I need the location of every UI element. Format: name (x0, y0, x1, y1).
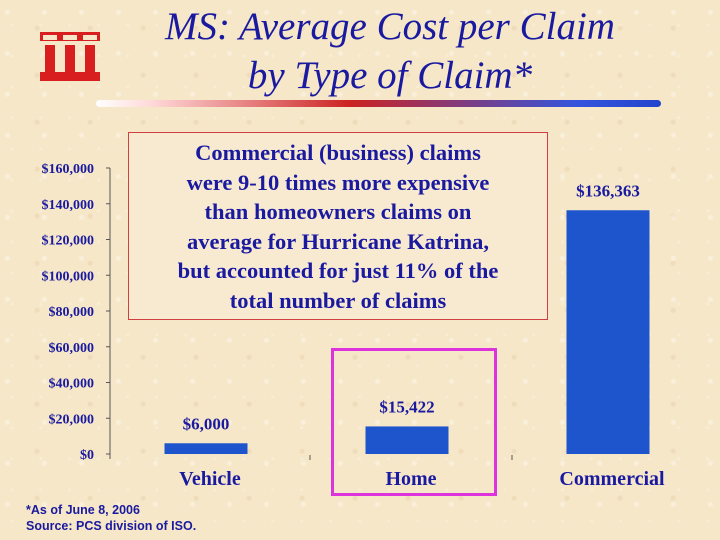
category-label-vehicle: Vehicle (179, 468, 241, 490)
data-label-vehicle: $6,000 (183, 414, 230, 433)
y-tick-label: $80,000 (49, 305, 95, 320)
bar-vehicle (164, 443, 248, 454)
callout-line: than homeowners claims on (204, 199, 472, 224)
title-line-2: by Type of Claim* (247, 54, 533, 97)
bar-commercial (566, 210, 650, 454)
footnote-date: *As of June 8, 2006 (26, 503, 140, 517)
category-label-commercial: Commercial (559, 468, 665, 490)
home-highlight-box (331, 348, 497, 496)
callout-box: Commercial (business) claims were 9-10 t… (128, 132, 548, 320)
y-tick-label: $20,000 (49, 412, 95, 427)
data-label-home: $15,422 (379, 397, 434, 416)
y-tick-label: $160,000 (42, 162, 95, 177)
bar-home (365, 426, 449, 454)
category-label-home: Home (385, 468, 436, 490)
callout-line: were 9-10 times more expensive (186, 169, 490, 195)
y-tick-label: $140,000 (42, 198, 95, 213)
title-underline (96, 100, 661, 107)
y-tick-label: $100,000 (42, 269, 95, 284)
data-labels: $6,000 $15,422 $136,363 (183, 181, 640, 433)
slide-title: MS: Average Cost per Claim by Type of Cl… (110, 2, 670, 100)
callout-line: Commercial (business) claims (195, 140, 481, 165)
y-axis-ticks: $0 $20,000 $40,000 $60,000 $80,000 $100,000 $1… (42, 162, 110, 463)
y-tick-label: $60,000 (49, 341, 95, 356)
title-line-1: MS: Average Cost per Claim (165, 5, 615, 48)
data-label-commercial: $136,363 (576, 181, 640, 200)
category-labels: Vehicle Home Commercial (179, 468, 665, 490)
y-tick-label: $0 (80, 448, 94, 463)
footnote: *As of June 8, 2006 Source: PCS division… (26, 502, 196, 534)
footnote-source: Source: PCS division of ISO. (26, 519, 197, 533)
iii-logo (40, 32, 100, 81)
y-tick-label: $120,000 (42, 234, 95, 249)
callout-line: average for Hurricane Katrina, (186, 228, 489, 254)
x-axis-separators (309, 455, 513, 460)
callout-line: total number of claims (229, 287, 447, 313)
y-tick-label: $40,000 (49, 377, 95, 392)
callout-line: but accounted for just 11% of the (177, 258, 499, 283)
bars (164, 210, 650, 454)
